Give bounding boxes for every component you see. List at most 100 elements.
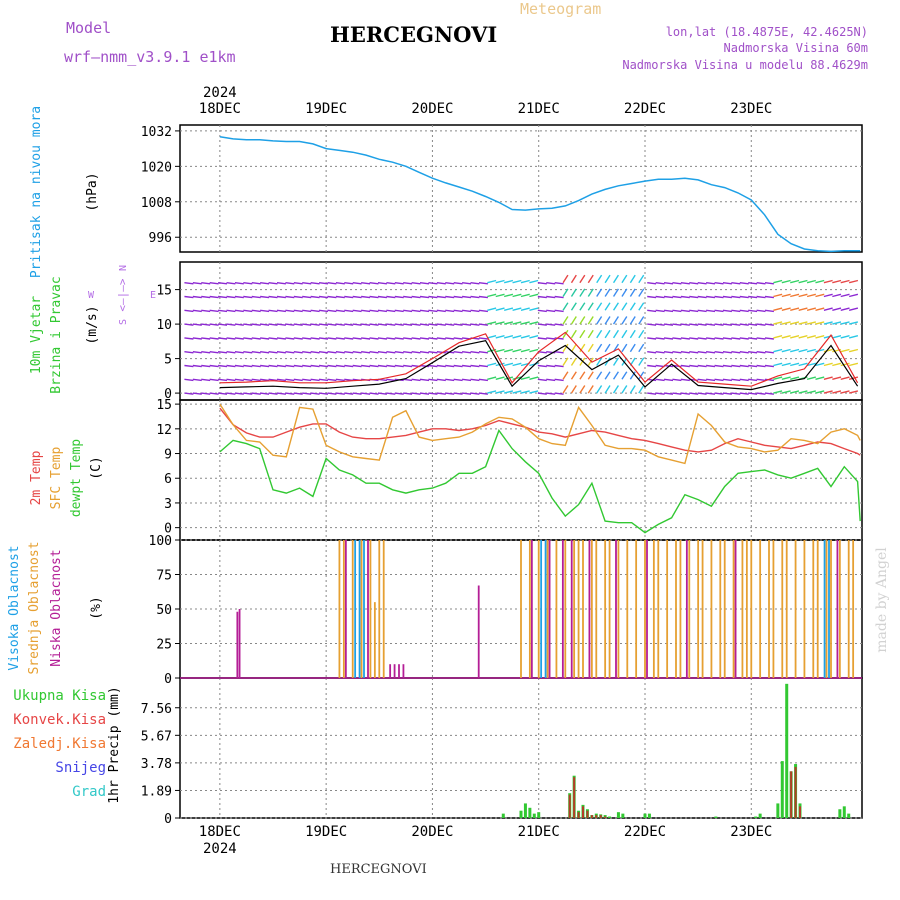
wind-barb xyxy=(773,362,783,367)
wind-barb xyxy=(756,364,766,368)
wind-barb xyxy=(520,293,530,298)
wind-barb xyxy=(369,309,379,313)
wind-barb xyxy=(756,351,766,354)
wind-barb xyxy=(621,288,628,297)
wind-barb xyxy=(587,371,594,380)
wind-barb xyxy=(840,307,850,311)
wind-barb xyxy=(369,282,379,285)
pressure-line xyxy=(219,136,861,253)
wind-barb xyxy=(403,337,413,340)
wind-barb xyxy=(293,309,303,313)
wind-barb xyxy=(495,307,505,311)
wind-barb xyxy=(579,316,586,325)
wind-barb xyxy=(663,351,674,354)
x-tick-label-top: 23DEC xyxy=(730,101,772,117)
wind-barb xyxy=(310,282,320,285)
wind-barb xyxy=(570,302,577,311)
wind-barb xyxy=(554,323,564,326)
wind-barb xyxy=(848,321,859,325)
wind-barb xyxy=(638,329,645,339)
wind-barb xyxy=(184,309,194,313)
wind-barb xyxy=(201,295,211,299)
wind-barb xyxy=(352,282,362,285)
precip-convective-bar xyxy=(582,806,584,818)
wind-barb xyxy=(411,309,421,313)
wind-barb xyxy=(579,329,586,339)
wind-barb xyxy=(495,376,505,380)
wind-barb xyxy=(604,371,611,380)
wind-barb xyxy=(781,293,791,298)
wind-barb xyxy=(748,323,758,326)
wind-barb xyxy=(537,295,547,299)
wind-barb xyxy=(411,337,421,340)
precip-total-bar xyxy=(647,813,651,818)
wind-barb xyxy=(832,321,842,325)
wind-barb xyxy=(310,364,320,368)
wind-barb xyxy=(663,323,674,326)
wind-barb xyxy=(209,282,219,285)
x-tick-label-top: 18DEC xyxy=(199,101,241,117)
wind-barb xyxy=(689,364,699,368)
wind-barb xyxy=(192,323,202,326)
axis-label: Srednja Oblacnost xyxy=(27,541,42,674)
wind-barb xyxy=(781,376,791,380)
wind-barb xyxy=(436,351,446,354)
wind-barb xyxy=(352,364,362,368)
wind-barb xyxy=(529,362,539,367)
wind-barb xyxy=(234,323,244,326)
wind-barb xyxy=(352,295,362,299)
wind-barb xyxy=(773,321,783,325)
wind-barb xyxy=(587,316,594,325)
y-tick-label: 0 xyxy=(164,812,172,827)
wind-barb xyxy=(335,282,345,285)
wind-barb xyxy=(276,337,286,340)
wind-barb xyxy=(487,293,497,298)
wind-barb xyxy=(562,302,569,311)
wind-barb xyxy=(386,337,396,340)
wind-barb xyxy=(739,364,749,368)
wind-barb xyxy=(478,309,488,313)
wind-barb xyxy=(680,309,690,313)
axis-label: dewpt Temp xyxy=(69,439,84,517)
wind-barb xyxy=(722,364,732,368)
wind-barb xyxy=(318,351,329,354)
wind-barb xyxy=(629,371,636,380)
wind-barb xyxy=(419,351,430,354)
wind-barb xyxy=(428,378,438,382)
wind-barb xyxy=(520,335,530,339)
compass-w: W xyxy=(88,290,95,301)
wind-barb xyxy=(268,364,278,368)
wind-barb xyxy=(840,279,850,284)
wind-barb xyxy=(680,351,690,354)
wind-barb xyxy=(184,323,194,326)
y-tick-label: 15 xyxy=(156,398,172,413)
wind-barb xyxy=(612,316,619,325)
wind-barb xyxy=(470,323,480,326)
wind-barb xyxy=(731,364,741,368)
wind-barb xyxy=(268,392,278,395)
wind-barb xyxy=(453,337,463,340)
y-tick-label: 0 xyxy=(164,522,172,537)
wind-barb xyxy=(546,364,556,368)
wind-barb xyxy=(823,390,833,394)
wind-barb xyxy=(184,337,194,340)
wind-barb xyxy=(546,323,556,326)
wind-barb xyxy=(680,282,690,285)
wind-barb xyxy=(672,282,682,285)
wind-barb xyxy=(764,295,774,299)
wind-barb xyxy=(419,309,430,313)
wind-barb xyxy=(403,378,413,382)
wind-barb xyxy=(386,323,396,326)
wind-barb xyxy=(209,364,219,368)
wind-barb xyxy=(293,392,303,395)
wind-barb xyxy=(596,357,603,366)
wind-barb xyxy=(302,337,312,340)
wind-barb xyxy=(192,295,202,299)
wind-barb xyxy=(394,323,404,326)
wind-barb xyxy=(436,323,446,326)
wind-barb xyxy=(562,274,569,284)
wind-barb xyxy=(192,309,202,313)
wind-barb xyxy=(604,329,611,339)
wind-barb xyxy=(739,392,749,395)
wind-barb xyxy=(386,378,396,382)
